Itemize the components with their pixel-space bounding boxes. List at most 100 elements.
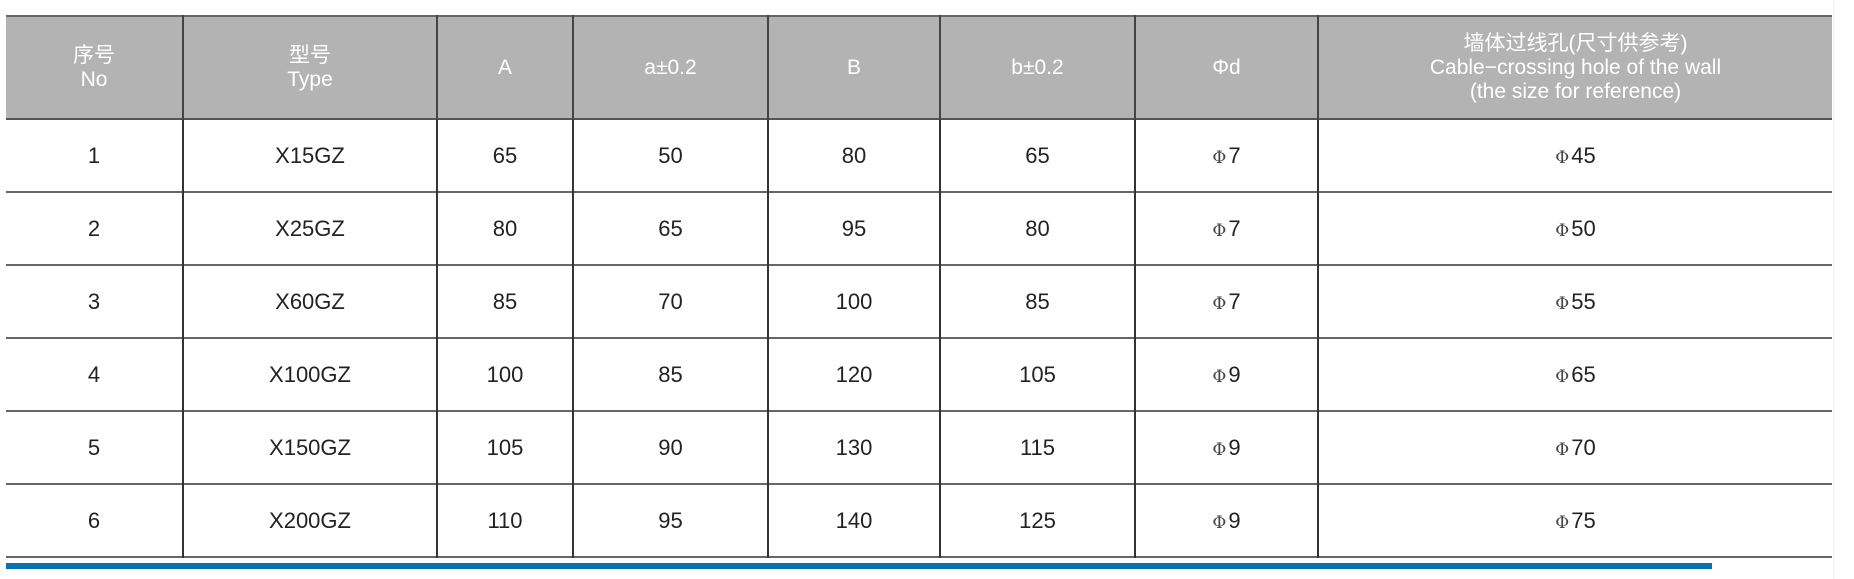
cell-no: 3 — [6, 265, 184, 338]
cell-value: 85 — [658, 361, 683, 387]
cell-value: X200GZ — [269, 507, 351, 533]
cell-B: 120 — [767, 338, 941, 411]
cell-type: X15GZ — [182, 119, 438, 192]
phi-symbol: Φ — [1555, 512, 1570, 533]
cell-a: 95 — [572, 484, 769, 557]
cell-hole: Φ55 — [1317, 265, 1832, 338]
cell-value: 50 — [658, 142, 683, 168]
cell-a: 70 — [572, 265, 769, 338]
table-row: 6 X200GZ 110 95 140 125 Φ9 Φ75 — [6, 484, 1832, 557]
cell-value: 105 — [1019, 361, 1056, 387]
cell-A: 105 — [436, 411, 574, 484]
cell-a: 50 — [572, 119, 769, 192]
phi-symbol: Φ — [1212, 366, 1227, 387]
cell-hole: Φ50 — [1317, 192, 1832, 265]
cell-value: 55 — [1571, 288, 1596, 314]
cell-type: X60GZ — [182, 265, 438, 338]
cell-value: 115 — [1019, 434, 1056, 460]
cell-value: 70 — [1571, 434, 1596, 460]
cell-b: 80 — [939, 192, 1136, 265]
cell-b: 105 — [939, 338, 1136, 411]
cell-d: Φ9 — [1134, 484, 1319, 557]
page-edge — [1833, 0, 1834, 579]
cell-hole: Φ45 — [1317, 119, 1832, 192]
cell-A: 80 — [436, 192, 574, 265]
cell-value: 105 — [486, 434, 524, 460]
cell-type: X100GZ — [182, 338, 438, 411]
cell-hole: Φ65 — [1317, 338, 1832, 411]
cell-B: 140 — [767, 484, 941, 557]
cell-type: X200GZ — [182, 484, 438, 557]
cell-value: 50 — [1571, 215, 1596, 241]
cell-value: 85 — [492, 288, 518, 314]
header-no: 序号 No — [6, 16, 184, 119]
cell-A: 85 — [436, 265, 574, 338]
cell-no: 1 — [6, 119, 184, 192]
cell-value: 80 — [492, 215, 518, 241]
cell-d: Φ7 — [1134, 265, 1319, 338]
cell-d: Φ9 — [1134, 338, 1319, 411]
cell-value: 4 — [87, 361, 101, 387]
cell-b: 65 — [939, 119, 1136, 192]
phi-symbol: Φ — [1555, 220, 1570, 241]
phi-symbol: Φ — [1212, 293, 1227, 314]
cell-value: 1 — [87, 142, 101, 168]
cell-b: 125 — [939, 484, 1136, 557]
cell-value: 95 — [658, 507, 683, 533]
cell-no: 2 — [6, 192, 184, 265]
cell-hole: Φ75 — [1317, 484, 1832, 557]
cell-B: 130 — [767, 411, 941, 484]
cell-value: 45 — [1571, 142, 1596, 168]
cell-value: X25GZ — [275, 215, 345, 241]
header-hole: 墙体过线孔(尺寸供参考) Cable−crossing hole of the w… — [1317, 16, 1832, 119]
cell-value: 80 — [1025, 215, 1050, 241]
table-row: 3 X60GZ 85 70 100 85 Φ7 Φ55 — [6, 265, 1832, 338]
cell-A: 100 — [436, 338, 574, 411]
cell-value: 5 — [87, 434, 101, 460]
spec-table: 序号 No 型号 Type A a±0.2 B b±0.2 Φd 墙体过线孔(尺寸供… — [6, 15, 1832, 558]
cell-value: 125 — [1019, 507, 1056, 533]
phi-symbol: Φ — [1212, 220, 1227, 241]
cell-no: 6 — [6, 484, 184, 557]
header-type: 型号 Type — [182, 16, 438, 119]
cell-d: Φ7 — [1134, 192, 1319, 265]
cell-a: 85 — [572, 338, 769, 411]
cell-value: 100 — [486, 361, 524, 387]
table-row: 2 X25GZ 80 65 95 80 Φ7 Φ50 — [6, 192, 1832, 265]
cell-b: 85 — [939, 265, 1136, 338]
header-b: b±0.2 — [939, 16, 1136, 119]
cell-value: 9 — [1228, 434, 1241, 460]
phi-symbol: Φ — [1212, 512, 1227, 533]
cell-value: 65 — [1571, 361, 1596, 387]
cell-A: 110 — [436, 484, 574, 557]
cell-value: X100GZ — [269, 361, 351, 387]
cell-B: 80 — [767, 119, 941, 192]
cell-value: 65 — [658, 215, 683, 241]
cell-a: 65 — [572, 192, 769, 265]
phi-symbol: Φ — [1555, 293, 1570, 314]
header-d: Φd — [1134, 16, 1319, 119]
table-row: 4 X100GZ 100 85 120 105 Φ9 Φ65 — [6, 338, 1832, 411]
cell-value: 95 — [841, 215, 867, 241]
cell-value: 9 — [1228, 361, 1241, 387]
cell-value: 9 — [1228, 507, 1241, 533]
cell-value: 140 — [835, 507, 873, 533]
phi-symbol: Φ — [1555, 366, 1570, 387]
cell-value: 85 — [1025, 288, 1050, 314]
cell-d: Φ9 — [1134, 411, 1319, 484]
cell-value: 100 — [835, 288, 873, 314]
phi-symbol: Φ — [1555, 439, 1570, 460]
table-row: 1 X15GZ 65 50 80 65 Φ7 Φ45 — [6, 119, 1832, 192]
cell-value: 75 — [1571, 507, 1596, 533]
cell-type: X150GZ — [182, 411, 438, 484]
cell-hole: Φ70 — [1317, 411, 1832, 484]
header-A: A — [436, 16, 574, 119]
header-row: 序号 No 型号 Type A a±0.2 B b±0.2 Φd 墙体过线孔(尺寸供… — [6, 16, 1832, 119]
cell-B: 95 — [767, 192, 941, 265]
header-a: a±0.2 — [572, 16, 769, 119]
phi-symbol: Φ — [1555, 147, 1570, 168]
cell-value: 80 — [841, 142, 867, 168]
cell-value: 90 — [658, 434, 683, 460]
accent-line — [6, 563, 1712, 569]
cell-value: X60GZ — [275, 288, 345, 314]
